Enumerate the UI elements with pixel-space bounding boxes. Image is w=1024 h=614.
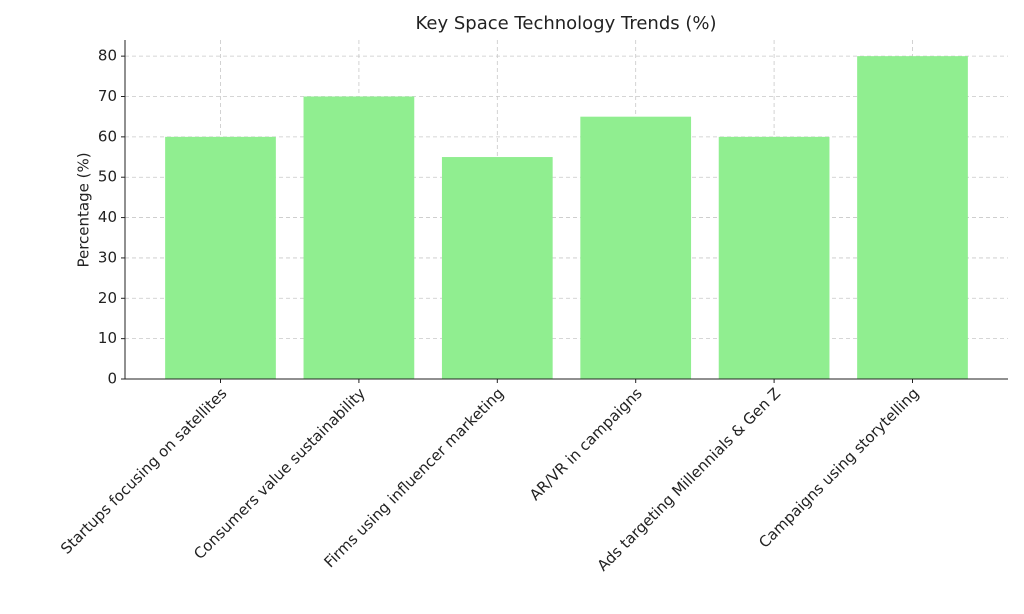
y-tick-label: 40 <box>98 208 117 226</box>
chart-title: Key Space Technology Trends (%) <box>416 13 717 34</box>
y-tick-label: 10 <box>98 329 117 347</box>
y-tick-label: 70 <box>98 87 117 105</box>
y-tick-label: 60 <box>98 127 117 145</box>
y-tick-label: 0 <box>107 370 117 388</box>
y-axis-label: Percentage (%) <box>75 152 93 267</box>
bar <box>580 116 692 379</box>
bar <box>857 56 968 380</box>
x-tick-label: Campaigns using storytelling <box>755 384 922 551</box>
bar <box>303 96 415 379</box>
y-tick-label: 30 <box>98 248 117 266</box>
x-tick-label: Startups focusing on satellites <box>57 384 231 558</box>
y-tick-label: 50 <box>98 168 117 186</box>
bar <box>165 136 276 379</box>
y-tick-label: 20 <box>98 289 117 307</box>
bar <box>718 136 830 379</box>
bar <box>441 157 553 379</box>
y-tick-label: 80 <box>98 47 117 65</box>
x-tick-label: AR/VR in campaigns <box>526 384 646 504</box>
